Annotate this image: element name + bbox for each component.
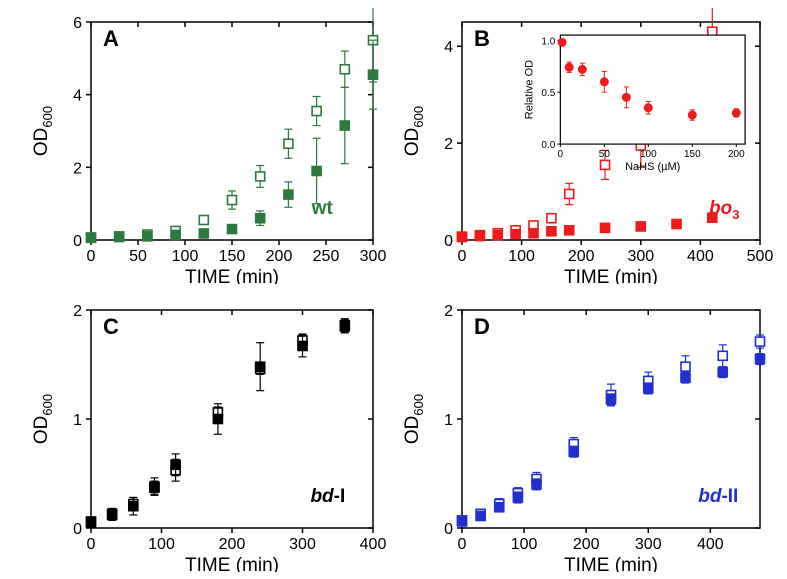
svg-text:100: 100 <box>511 536 538 553</box>
svg-text:300: 300 <box>627 248 654 265</box>
svg-text:A: A <box>103 26 119 51</box>
svg-text:OD600: OD600 <box>402 106 426 156</box>
svg-text:4: 4 <box>73 88 82 105</box>
svg-text:200: 200 <box>266 248 293 265</box>
svg-text:300: 300 <box>635 536 662 553</box>
svg-text:100: 100 <box>508 248 535 265</box>
svg-text:1.0: 1.0 <box>541 36 555 47</box>
svg-text:0: 0 <box>558 149 564 160</box>
svg-text:B: B <box>474 26 490 51</box>
svg-text:300: 300 <box>289 536 316 553</box>
svg-text:200: 200 <box>219 536 246 553</box>
svg-text:400: 400 <box>687 248 714 265</box>
svg-text:2: 2 <box>73 160 82 177</box>
panel-C: 0 100 200 300 400 0 1 2 TIME (min) OD600 Cbd-I <box>18 296 388 572</box>
svg-text:TIME (min): TIME (min) <box>564 555 658 572</box>
svg-text:OD600: OD600 <box>402 394 426 444</box>
svg-text:bd-I: bd-I <box>310 486 345 507</box>
svg-text:0: 0 <box>87 536 96 553</box>
svg-text:0: 0 <box>73 521 82 538</box>
panel-D: 0 100 200 300 400 0 1 2 TIME (min) OD600 Dbd-II <box>400 296 778 572</box>
svg-text:OD600: OD600 <box>31 394 55 444</box>
svg-text:150: 150 <box>219 248 246 265</box>
svg-text:1: 1 <box>73 412 82 429</box>
svg-text:200: 200 <box>568 248 595 265</box>
svg-text:Relative OD: Relative OD <box>523 60 535 119</box>
svg-text:0: 0 <box>458 536 467 553</box>
svg-text:TIME (min): TIME (min) <box>185 267 279 284</box>
svg-text:wt: wt <box>311 198 334 219</box>
svg-text:0.0: 0.0 <box>541 140 555 151</box>
svg-text:200: 200 <box>728 149 745 160</box>
svg-text:0: 0 <box>73 233 82 250</box>
svg-text:0.5: 0.5 <box>541 88 555 99</box>
svg-text:400: 400 <box>697 536 724 553</box>
svg-text:50: 50 <box>129 248 147 265</box>
svg-text:bd-II: bd-II <box>698 486 738 507</box>
panel-A: 0 50 100 150 200 250 300 0 2 4 6 TIME (min) OD600 Awt <box>18 8 388 284</box>
svg-text:D: D <box>474 314 490 339</box>
svg-text:C: C <box>103 314 119 339</box>
svg-text:TIME (min): TIME (min) <box>185 555 279 572</box>
svg-text:150: 150 <box>684 149 701 160</box>
svg-text:0: 0 <box>458 248 467 265</box>
figure: { "layout":{ "fig_w":787,"fig_h":579, "p… <box>0 0 787 579</box>
svg-text:6: 6 <box>73 15 82 32</box>
svg-text:OD600: OD600 <box>31 106 55 156</box>
svg-text:250: 250 <box>313 248 340 265</box>
svg-text:500: 500 <box>747 248 774 265</box>
svg-text:NaHS (µM): NaHS (µM) <box>625 161 680 173</box>
svg-text:0: 0 <box>87 248 96 265</box>
svg-text:100: 100 <box>172 248 199 265</box>
svg-text:2: 2 <box>444 303 453 320</box>
panel-B: 0100200300400500024TIME (min)OD600Bbo305… <box>400 8 778 284</box>
svg-text:200: 200 <box>573 536 600 553</box>
svg-text:4: 4 <box>444 39 453 56</box>
svg-text:1: 1 <box>444 412 453 429</box>
svg-text:100: 100 <box>640 149 657 160</box>
svg-text:300: 300 <box>360 248 387 265</box>
svg-text:0: 0 <box>444 233 453 250</box>
svg-text:2: 2 <box>444 136 453 153</box>
svg-text:TIME (min): TIME (min) <box>564 267 658 284</box>
svg-text:50: 50 <box>599 149 611 160</box>
svg-text:400: 400 <box>360 536 387 553</box>
svg-text:0: 0 <box>444 521 453 538</box>
svg-text:2: 2 <box>73 303 82 320</box>
svg-text:100: 100 <box>148 536 175 553</box>
